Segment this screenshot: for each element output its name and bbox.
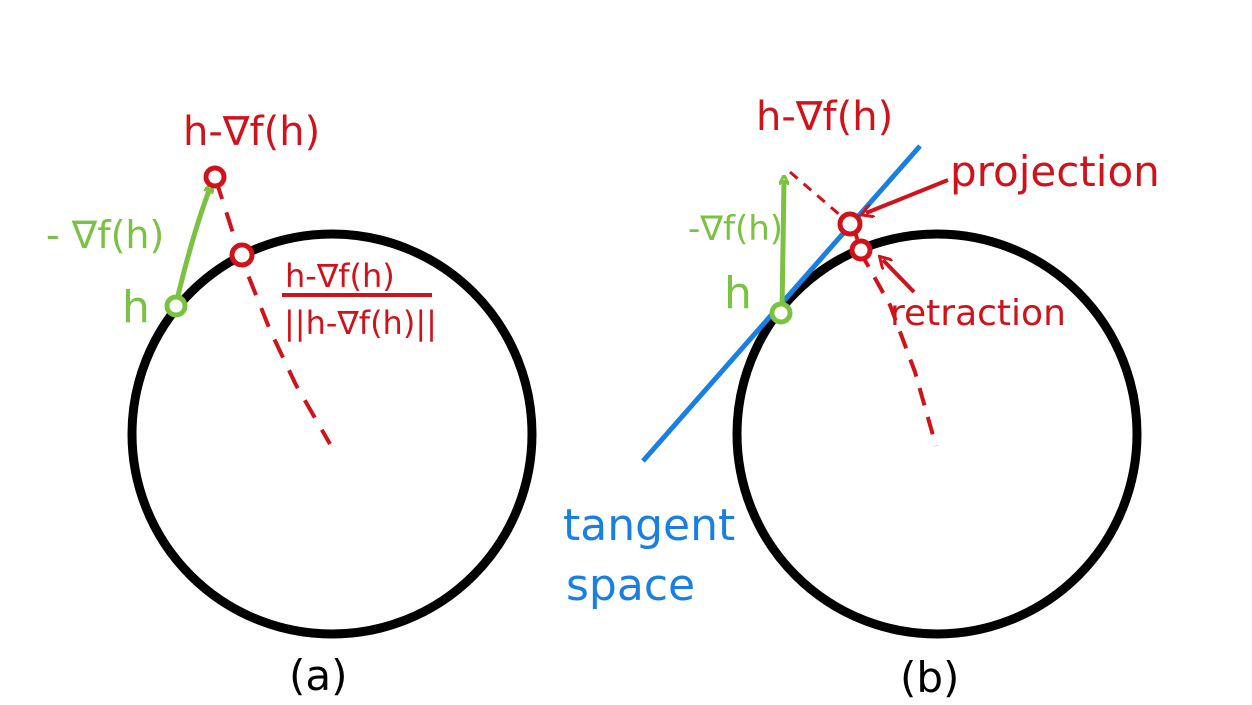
panel-b-retraction-arrow: [883, 260, 916, 294]
panel-b-neg-gradient-arrow: [782, 180, 784, 313]
panel-a-point-normalized: [229, 242, 255, 268]
panel-b-label-space: space: [566, 560, 695, 611]
panel-a-label-neg-grad: - ∇f(h): [46, 213, 164, 257]
panel-a-label-h: h: [122, 282, 150, 333]
panel-a-point-step: [203, 165, 227, 189]
panel-b-retraction-dashed-line: [850, 221, 938, 447]
panel-b-caption: (b): [900, 653, 959, 702]
panel-a-normalization-dashed-line: [214, 179, 332, 445]
panel-b: h-∇f(h) projection retraction -∇f(h) h t…: [563, 94, 1160, 702]
panel-a-fraction-denominator: ||h-∇f(h)||: [284, 304, 437, 342]
panel-a-caption: (a): [289, 651, 348, 700]
panel-a-label-step-point: h-∇f(h): [183, 109, 320, 155]
panel-a-neg-gradient-arrow: [173, 188, 210, 305]
panel-b-label-h: h: [724, 268, 752, 319]
panel-a-sphere-circle: [127, 229, 537, 639]
panel-b-label-retraction: retraction: [890, 293, 1066, 334]
panel-b-point-h: [769, 301, 793, 325]
panel-b-label-neg-grad: -∇f(h): [688, 209, 783, 249]
panel-b-dashed-step-line: [789, 170, 849, 224]
panel-b-point-projection: [837, 211, 863, 237]
panel-a: h-∇f(h) - ∇f(h) h h-∇f(h) ||h-∇f(h)|| (a…: [46, 109, 537, 700]
panel-a-point-h: [164, 294, 188, 318]
panel-b-label-tangent: tangent: [563, 500, 735, 551]
panel-b-label-step-point: h-∇f(h): [756, 94, 893, 140]
panel-b-label-projection: projection: [950, 147, 1160, 196]
panel-b-projection-arrow: [866, 178, 949, 213]
panel-b-point-retraction: [849, 238, 873, 262]
panel-b-sphere-circle: [732, 229, 1142, 639]
panel-a-fraction-numerator: h-∇f(h): [285, 257, 395, 295]
